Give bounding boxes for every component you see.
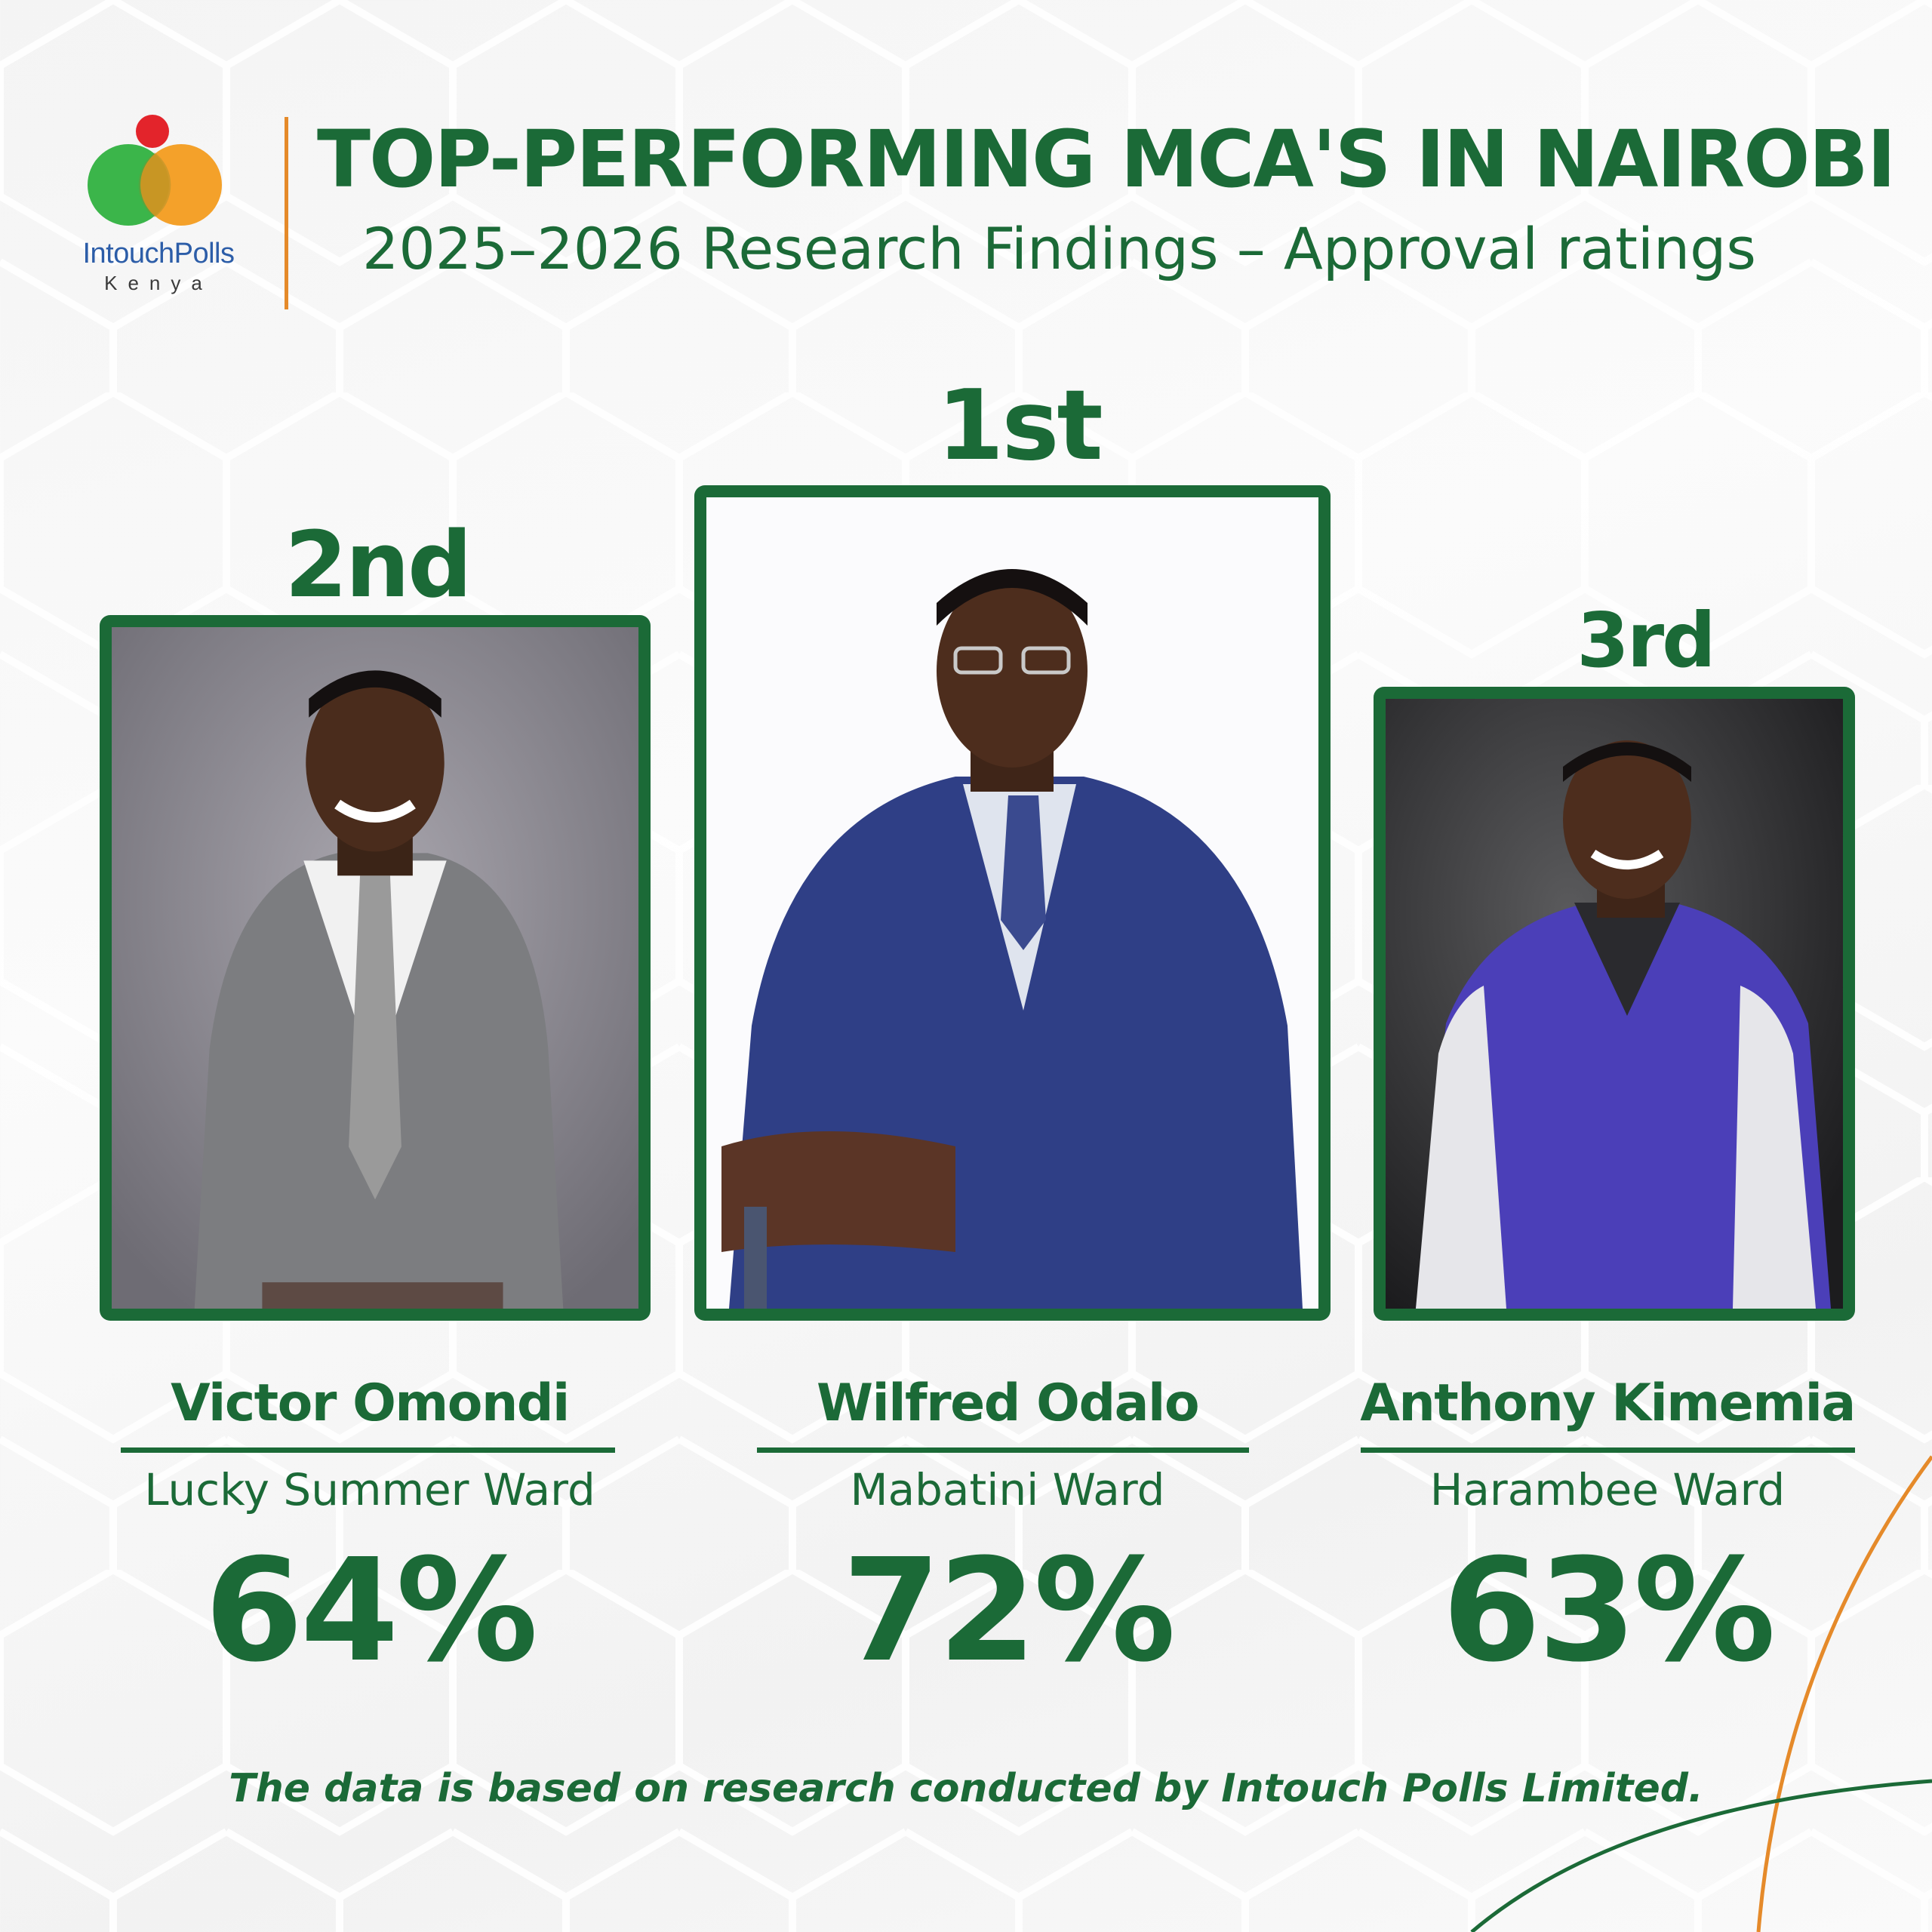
footer-source-note: The data is based on research conducted … — [229, 1766, 1703, 1811]
candidate-name-1st: Wilfred Odalo — [816, 1374, 1200, 1433]
logo-brand-name: IntouchPolls — [82, 238, 235, 269]
header-divider — [285, 117, 288, 309]
name-underline-1st — [757, 1447, 1249, 1453]
candidate-ward-1st: Mabatini Ward — [850, 1464, 1165, 1515]
portrait-frame-2nd — [100, 615, 651, 1321]
portrait-frame-1st — [694, 485, 1331, 1321]
candidate-ward-3rd: Harambee Ward — [1429, 1464, 1786, 1515]
portrait-photo-1st — [706, 497, 1318, 1309]
candidate-name-2nd: Victor Omondi — [171, 1374, 570, 1433]
candidate-name-3rd: Anthony Kimemia — [1360, 1374, 1856, 1433]
approval-rating-1st: 72% — [842, 1528, 1176, 1694]
logo-country: Kenya — [104, 272, 213, 294]
logo-circles-icon — [88, 115, 222, 226]
name-underline-2nd — [121, 1447, 615, 1453]
portrait-frame-3rd — [1374, 687, 1855, 1321]
name-underline-3rd — [1361, 1447, 1855, 1453]
page-subtitle: 2025–2026 Research Findings – Approval r… — [362, 215, 1757, 282]
page-title: TOP-PERFORMING MCA'S IN NAIROBI — [317, 113, 1896, 205]
approval-rating-2nd: 64% — [205, 1528, 538, 1694]
portrait-photo-3rd — [1386, 699, 1843, 1309]
rank-label-3rd: 3rd — [1577, 596, 1715, 685]
rank-label-2nd: 2nd — [285, 513, 472, 618]
candidate-ward-2nd: Lucky Summer Ward — [144, 1464, 595, 1515]
portrait-photo-2nd — [112, 627, 638, 1309]
approval-rating-3rd: 63% — [1442, 1528, 1776, 1694]
rank-label-1st: 1st — [937, 370, 1103, 482]
intouchpolls-logo: IntouchPolls Kenya — [45, 113, 272, 302]
